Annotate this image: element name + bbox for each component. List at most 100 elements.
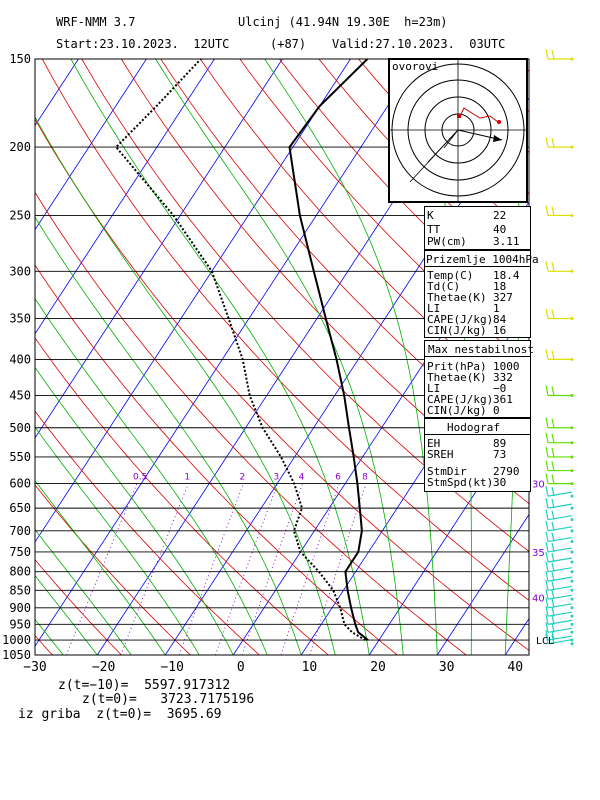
wind-barb-flag bbox=[545, 48, 549, 60]
wind-barb-flag bbox=[551, 49, 555, 60]
wind-barb-dot bbox=[570, 494, 574, 498]
hodograph-label: SREH bbox=[427, 448, 454, 461]
surface-label: LI bbox=[427, 302, 441, 315]
index-label: K bbox=[427, 209, 434, 222]
isotherm-line bbox=[368, 409, 529, 655]
wind-barb bbox=[547, 635, 573, 641]
wind-barb-flag bbox=[545, 485, 549, 497]
hodograph-value: 89 bbox=[493, 437, 507, 450]
wind-barb-flag bbox=[545, 385, 549, 396]
wind-barb-flag bbox=[545, 633, 549, 644]
hodograph-value: 2790 bbox=[493, 465, 520, 478]
wind-barb-flag bbox=[551, 262, 555, 272]
dry-adiabat-line bbox=[35, 264, 398, 655]
wind-barb-flag bbox=[551, 433, 555, 443]
wind-barb-dot bbox=[570, 630, 574, 634]
wind-barb bbox=[547, 526, 573, 532]
wind-barb-flag bbox=[551, 552, 555, 563]
y-tick-label: 1050 bbox=[2, 648, 31, 662]
y-tick-label: 800 bbox=[9, 565, 31, 579]
instability-label: CIN(J/kg) bbox=[427, 404, 487, 417]
moist-adiabat-line bbox=[70, 59, 370, 655]
moist-adiabat-line bbox=[0, 155, 29, 655]
wind-barb-dot bbox=[570, 357, 574, 361]
wind-barb-flag bbox=[551, 607, 555, 617]
y-tick-label: 850 bbox=[9, 583, 31, 597]
wind-barb-dot bbox=[570, 426, 574, 430]
wind-barb-flag bbox=[551, 542, 555, 553]
wind-barb-flag bbox=[545, 531, 549, 542]
mixing-ratio-line bbox=[178, 483, 244, 655]
hodograph-title: ovorovi bbox=[392, 60, 439, 73]
height-minus10: z(t=−10)= 5597.917312 bbox=[58, 678, 231, 693]
wind-barb-flag bbox=[551, 447, 555, 458]
isotherm-line bbox=[35, 59, 215, 335]
wind-barb-flag bbox=[545, 571, 549, 582]
isotherm-line bbox=[573, 59, 600, 655]
surface-label: CIN(J/kg) bbox=[427, 324, 487, 337]
mixing-ratio-line bbox=[120, 483, 189, 655]
wind-barb bbox=[547, 536, 573, 543]
instability-value: 332 bbox=[493, 371, 513, 384]
y-tick-label: 450 bbox=[9, 388, 31, 402]
wind-barb-flag bbox=[545, 614, 549, 625]
wind-barb-dot bbox=[570, 540, 574, 544]
wind-barb-dot bbox=[570, 469, 574, 473]
wind-barb-dot bbox=[570, 518, 574, 522]
mixing-ratio-label: 3 bbox=[274, 473, 280, 483]
wind-barb-flag bbox=[545, 509, 549, 520]
hodograph: ovorovi bbox=[388, 58, 528, 203]
wind-barb bbox=[547, 567, 573, 573]
wind-barb-flag bbox=[551, 532, 555, 542]
wind-barb-dot bbox=[570, 506, 574, 510]
wind-barb-flag bbox=[551, 498, 555, 509]
indices-panel: K 22 TT 40 PW(cm) 3.11 bbox=[424, 206, 531, 250]
wind-barb-flag bbox=[551, 386, 555, 396]
wind-barb-flag bbox=[545, 136, 549, 148]
wind-barb-dot bbox=[570, 57, 574, 61]
wind-barb-flag bbox=[545, 580, 549, 591]
mixing-ratio-line bbox=[241, 483, 304, 655]
wind-barb-dot bbox=[570, 614, 574, 618]
valid-time: Valid:27.10.2023. 03UTC bbox=[332, 37, 506, 51]
y-tick-label: 200 bbox=[9, 140, 31, 154]
y-tick-label: 700 bbox=[9, 524, 31, 538]
mixing-ratio-label: 2 bbox=[239, 473, 245, 483]
wind-barb-dot bbox=[570, 597, 574, 601]
wind-barb-flag bbox=[551, 418, 555, 428]
wind-barb-flag bbox=[551, 309, 555, 319]
index-value: 40 bbox=[493, 223, 507, 236]
index-value: 3.11 bbox=[493, 235, 520, 248]
surface-value: 18 bbox=[493, 280, 507, 293]
y-tick-label: 950 bbox=[9, 617, 31, 631]
y-tick-label: 1000 bbox=[2, 633, 31, 647]
hodograph-value: 30 bbox=[493, 476, 507, 489]
wind-barb-dot bbox=[570, 570, 574, 574]
surface-title: Prizemlje 1004hPa bbox=[426, 253, 539, 266]
hodograph-label: EH bbox=[427, 437, 441, 450]
y-tick-label: 750 bbox=[9, 545, 31, 559]
wind-barb-flag bbox=[545, 629, 549, 641]
wind-barb bbox=[547, 547, 573, 553]
wind-barb-dot bbox=[570, 529, 574, 533]
hodograph-params-panel: Hodograf EH 89 SREH 73 StmDir 2790 StmSp… bbox=[424, 418, 531, 492]
temperature-profile bbox=[288, 59, 369, 641]
y-tick-label: 250 bbox=[9, 208, 31, 222]
instability-value: 361 bbox=[493, 393, 513, 406]
moist-adiabat-line bbox=[155, 59, 404, 655]
wind-barb-flag bbox=[551, 521, 555, 531]
wind-barb bbox=[547, 603, 573, 609]
y-tick-label: 600 bbox=[9, 477, 31, 491]
y-tick-label: 650 bbox=[9, 501, 31, 515]
wind-barb-flag bbox=[551, 137, 555, 148]
surface-label: Thetae(K) bbox=[427, 291, 487, 304]
dewpoint-profile bbox=[114, 59, 366, 641]
wind-barb-dot bbox=[570, 606, 574, 610]
x-tick-label: −20 bbox=[92, 660, 115, 675]
mixing-ratio-label: 0.5 bbox=[133, 473, 147, 483]
wind-barb-flag bbox=[545, 308, 549, 319]
wind-barb-flag bbox=[545, 446, 549, 458]
wind-barb-dot bbox=[570, 550, 574, 554]
wind-barb-flag bbox=[551, 562, 555, 572]
